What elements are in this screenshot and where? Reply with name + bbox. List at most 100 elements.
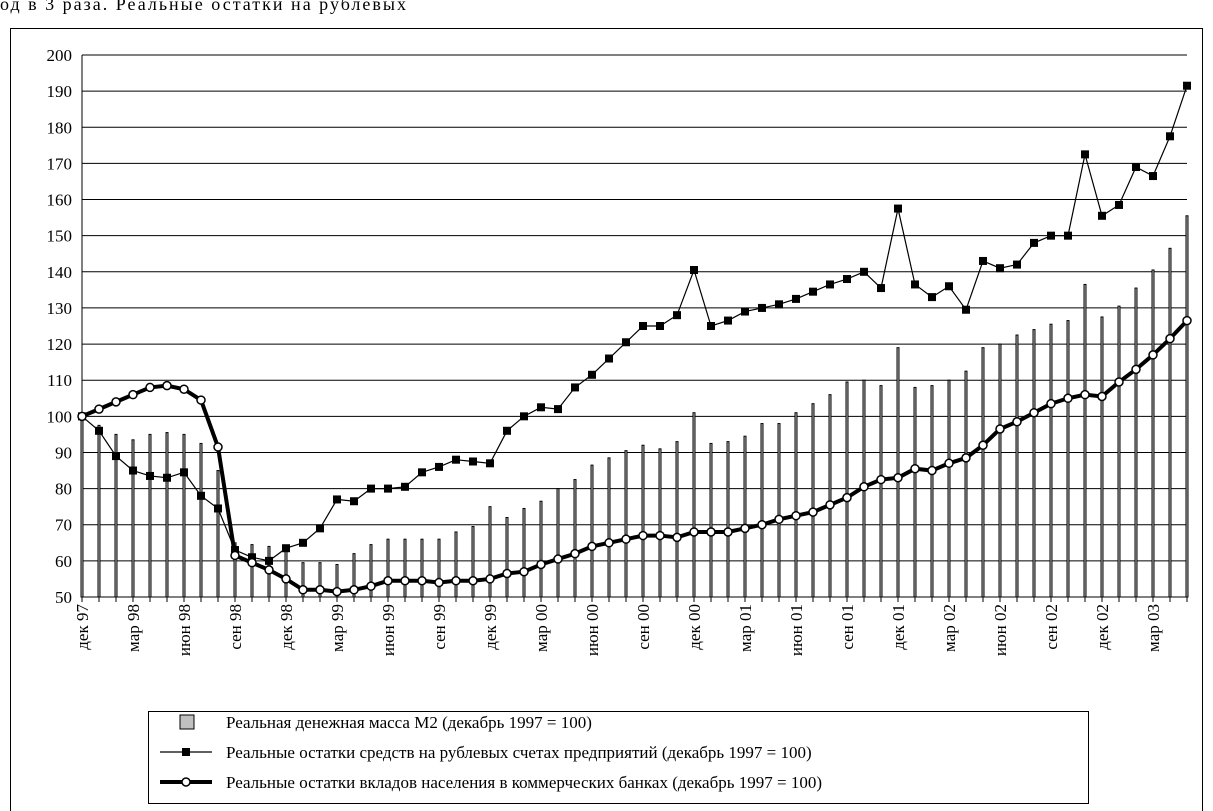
- x-tick-label: мар 03: [1144, 604, 1163, 652]
- marker: [502, 568, 512, 579]
- marker: [689, 527, 699, 537]
- marker: [809, 287, 817, 296]
- marker: [418, 468, 426, 477]
- legend-label: Реальная денежная масса М2 (декабрь 1997…: [226, 713, 592, 732]
- marker: [333, 495, 341, 504]
- marker: [1097, 391, 1107, 402]
- marker: [180, 468, 188, 477]
- bar: [845, 381, 849, 598]
- legend-label: Реальные остатки вкладов населения в ком…: [226, 773, 822, 792]
- marker: [1029, 407, 1039, 418]
- marker: [264, 565, 274, 575]
- bar: [573, 479, 577, 598]
- marker: [1148, 350, 1158, 360]
- marker: [1131, 364, 1141, 375]
- x-tick-label: дек 02: [1093, 604, 1112, 650]
- bar: [709, 442, 713, 598]
- marker: [417, 575, 427, 586]
- marker: [690, 265, 698, 274]
- marker: [349, 585, 359, 595]
- y-tick-label: 120: [47, 335, 73, 354]
- marker: [639, 322, 647, 330]
- bar: [335, 563, 339, 598]
- bar: [420, 538, 424, 598]
- marker: [281, 574, 291, 584]
- x-tick-label: мар 98: [124, 604, 143, 652]
- marker: [485, 574, 495, 584]
- marker: [179, 384, 189, 394]
- bar: [1168, 247, 1172, 598]
- marker: [1047, 231, 1055, 240]
- bar: [301, 562, 305, 598]
- y-tick-label: 140: [47, 263, 73, 282]
- bar: [318, 562, 322, 598]
- bar: [369, 544, 373, 598]
- marker: [757, 519, 767, 530]
- marker: [996, 264, 1004, 273]
- bar: [641, 444, 645, 598]
- bar: [148, 433, 152, 598]
- bar: [505, 517, 509, 598]
- marker: [604, 538, 614, 548]
- marker: [282, 544, 290, 553]
- marker: [842, 492, 852, 503]
- y-tick-label: 70: [55, 516, 72, 535]
- marker: [1012, 417, 1022, 427]
- marker: [1063, 393, 1073, 404]
- bar: [590, 464, 594, 598]
- marker: [1166, 132, 1174, 141]
- marker: [1081, 150, 1089, 159]
- marker: [894, 204, 902, 213]
- y-tick-label: 150: [47, 227, 73, 246]
- marker: [570, 548, 580, 559]
- marker: [825, 500, 835, 510]
- x-tick-label: июн 02: [991, 604, 1010, 656]
- y-tick-label: 50: [55, 588, 72, 607]
- marker: [366, 581, 376, 591]
- marker: [519, 566, 529, 577]
- x-tick-label: сен 00: [634, 604, 653, 650]
- bar: [930, 385, 934, 598]
- x-tick-label: сен 01: [838, 604, 857, 650]
- marker: [672, 532, 682, 543]
- line: [81, 85, 1188, 562]
- bar: [250, 544, 254, 598]
- marker: [1046, 398, 1056, 409]
- bar: [97, 424, 101, 598]
- bar: [760, 423, 764, 598]
- marker: [928, 293, 936, 302]
- marker: [367, 484, 375, 493]
- marker: [128, 389, 138, 400]
- marker: [1114, 377, 1124, 387]
- marker: [910, 463, 920, 474]
- y-tick-label: 80: [55, 480, 72, 499]
- marker: [927, 465, 937, 476]
- bar: [624, 450, 628, 598]
- bar: [1015, 334, 1019, 598]
- bar: [199, 442, 203, 598]
- x-tick-label: дек 97: [73, 604, 92, 650]
- marker: [537, 403, 545, 412]
- bar: [828, 394, 832, 598]
- bar: [488, 506, 492, 598]
- marker: [111, 397, 121, 407]
- bar: [743, 435, 747, 598]
- marker: [214, 504, 222, 513]
- legend-swatch: [179, 714, 195, 730]
- marker: [1080, 389, 1090, 400]
- legend-box: [148, 711, 1089, 804]
- bar: [726, 441, 730, 598]
- marker: [588, 370, 596, 379]
- marker: [383, 575, 393, 586]
- marker: [1165, 333, 1175, 344]
- marker: [826, 280, 834, 289]
- marker: [400, 575, 410, 586]
- marker: [1064, 231, 1072, 240]
- x-tick-label: мар 99: [328, 604, 347, 652]
- caption: од в 3 раза. Реальные остатки на рублевы…: [0, 0, 408, 14]
- legend-marker: [181, 777, 191, 787]
- x-tick-label: июн 00: [583, 604, 602, 656]
- marker: [961, 453, 971, 463]
- marker: [94, 404, 104, 414]
- marker: [452, 455, 460, 464]
